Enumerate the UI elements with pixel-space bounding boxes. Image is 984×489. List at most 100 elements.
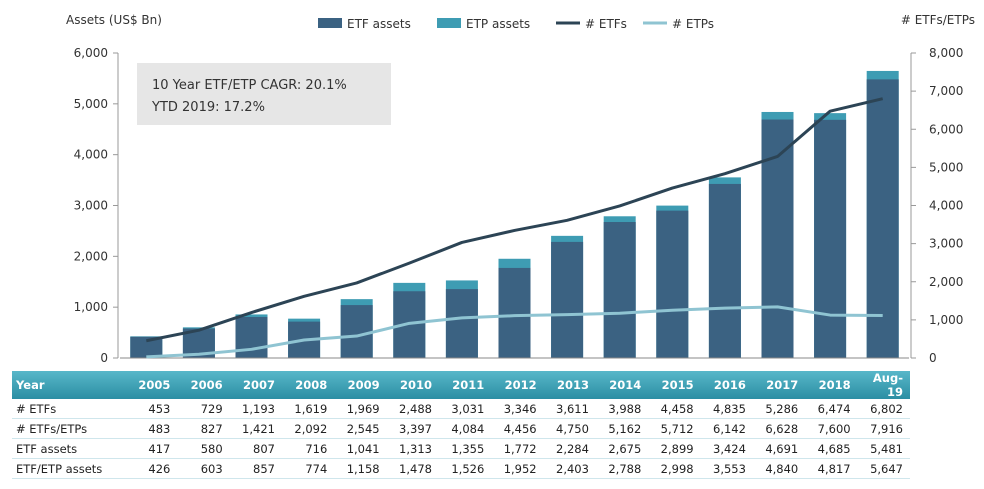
table-header-year: Year bbox=[16, 378, 45, 392]
table-cell: 2,488 bbox=[386, 399, 439, 419]
etf-assets-bar bbox=[551, 241, 584, 358]
table-header-cell: 2009 bbox=[347, 378, 380, 392]
table-cell: 4,456 bbox=[491, 418, 544, 439]
left-tick-label: 5,000 bbox=[74, 97, 108, 111]
etf-assets-bar bbox=[708, 183, 741, 358]
etf-assets-bar bbox=[603, 222, 636, 358]
right-tick-label: 5,000 bbox=[929, 160, 963, 174]
legend-label-0: ETF assets bbox=[347, 17, 411, 31]
table-cell: 3,553 bbox=[700, 458, 753, 479]
table-header-cell: 2007 bbox=[242, 378, 275, 392]
table-cell: 1,421 bbox=[229, 418, 282, 439]
left-tick-label: 2,000 bbox=[74, 249, 108, 263]
table-header-cell: 2012 bbox=[504, 378, 537, 392]
table-row-label: ETF/ETP assets bbox=[12, 458, 125, 479]
table-cell: 1,969 bbox=[334, 399, 387, 419]
legend-label-2: # ETFs bbox=[585, 17, 627, 31]
right-axis-label: # ETFs/ETPs bbox=[901, 13, 975, 27]
table-cell: 1,158 bbox=[334, 458, 387, 479]
etps-count-line bbox=[146, 305, 883, 359]
etf-assets-bar bbox=[814, 119, 847, 359]
table-row: ETF assets 417 580 807 716 1,041 1,313 1,355 1,7… bbox=[12, 438, 910, 459]
table-cell: 1,772 bbox=[491, 438, 544, 459]
table-cell: 2,788 bbox=[595, 458, 649, 479]
table-header-cell: 2014 bbox=[609, 378, 642, 392]
table-header-cell: 2010 bbox=[399, 378, 432, 392]
etf-assets-bar bbox=[498, 267, 531, 358]
left-tick-label: 4,000 bbox=[74, 148, 108, 162]
table-row: ETF/ETP assets 426 603 857 774 1,158 1,478 1,52… bbox=[12, 458, 910, 479]
table-cell: 4,840 bbox=[752, 458, 806, 479]
table-cell: 1,313 bbox=[386, 438, 439, 459]
left-axis-label: Assets (US$ Bn) bbox=[66, 13, 162, 27]
table-cell: 580 bbox=[177, 438, 230, 459]
table-cell: 7,600 bbox=[805, 418, 858, 439]
table-header-row: Year 2005 2006 2007 2008 2009 2010 2011 2012 201… bbox=[12, 371, 910, 399]
table-cell: 4,084 bbox=[438, 418, 492, 439]
table-cell: 1,355 bbox=[438, 438, 492, 459]
table-cell: 5,647 bbox=[857, 458, 910, 479]
table-cell: 2,675 bbox=[595, 438, 649, 459]
left-tick-label: 1,000 bbox=[74, 300, 108, 314]
table-header-cell: 2011 bbox=[452, 378, 485, 392]
data-table: Year 2005 2006 2007 2008 2009 2010 2011 2012 201… bbox=[12, 371, 910, 479]
etf-growth-chart: Assets (US$ Bn) # ETFs/ETPs 0 1,000 2,000 3,0… bbox=[66, 13, 975, 365]
table-header-cell: 2008 bbox=[295, 378, 328, 392]
table-cell: 716 bbox=[281, 438, 335, 459]
table-cell: 5,712 bbox=[648, 418, 701, 439]
table-cell: 4,691 bbox=[752, 438, 806, 459]
table-row: # ETFs/ETPs 483 827 1,421 2,092 2,545 3,397 4,0… bbox=[12, 418, 910, 439]
table-cell: 1,619 bbox=[281, 399, 335, 419]
table-cell: 3,611 bbox=[543, 399, 596, 419]
table-cell: 2,284 bbox=[543, 438, 596, 459]
table-cell: 3,031 bbox=[438, 399, 492, 419]
etfs-count-line bbox=[146, 97, 884, 343]
table-cell: 807 bbox=[229, 438, 282, 459]
table-cell: 1,526 bbox=[438, 458, 492, 479]
table-cell: 6,802 bbox=[857, 399, 910, 419]
legend-label-1: ETP assets bbox=[466, 17, 530, 31]
table-cell: 7,916 bbox=[857, 418, 910, 439]
right-tick-label: 2,000 bbox=[929, 275, 963, 289]
table-cell: 2,998 bbox=[648, 458, 701, 479]
table-cell: 4,750 bbox=[543, 418, 596, 439]
ytd-text: YTD 2019: 17.2% bbox=[152, 100, 265, 115]
table-row-label: ETF assets bbox=[12, 438, 125, 459]
etf-assets-bar bbox=[130, 336, 163, 358]
table-row: # ETFs 453 729 1,193 1,619 1,969 2,488 3,031 3,3… bbox=[12, 399, 910, 419]
table-header-cell: 2016 bbox=[713, 378, 746, 392]
table-cell: 729 bbox=[177, 399, 230, 419]
table-cell: 1,952 bbox=[491, 458, 544, 479]
table-header-cell: 2013 bbox=[556, 378, 589, 392]
table-cell: 1,041 bbox=[334, 438, 387, 459]
legend-label-3: # ETPs bbox=[672, 17, 714, 31]
table-cell: 483 bbox=[125, 418, 178, 439]
table-cell: 5,162 bbox=[595, 418, 649, 439]
table-cell: 4,817 bbox=[805, 458, 858, 479]
right-tick-label: 4,000 bbox=[929, 199, 963, 213]
etf-assets-bar bbox=[656, 210, 689, 358]
table-cell: 827 bbox=[177, 418, 230, 439]
table-header-cell: 2018 bbox=[818, 378, 851, 392]
table-cell: 2,899 bbox=[648, 438, 701, 459]
legend-swatch-0 bbox=[318, 18, 342, 28]
table-cell: 5,481 bbox=[857, 438, 910, 459]
table-header-cell: 2015 bbox=[661, 378, 694, 392]
table-cell: 426 bbox=[125, 458, 178, 479]
right-tick-label: 7,000 bbox=[929, 84, 963, 98]
table-cell: 2,092 bbox=[281, 418, 335, 439]
table-cell: 6,474 bbox=[805, 399, 858, 419]
right-tick-label: 6,000 bbox=[929, 122, 963, 136]
table-cell: 1,478 bbox=[386, 458, 439, 479]
table-cell: 3,988 bbox=[595, 399, 649, 419]
table-cell: 4,458 bbox=[648, 399, 701, 419]
left-tick-label: 6,000 bbox=[74, 46, 108, 60]
left-tick-label: 0 bbox=[100, 351, 108, 365]
cagr-callout: 10 Year ETF/ETP CAGR: 20.1% YTD 2019: 17… bbox=[137, 63, 391, 125]
right-tick-label: 8,000 bbox=[929, 46, 963, 60]
table-cell: 857 bbox=[229, 458, 282, 479]
table-cell: 5,286 bbox=[752, 399, 806, 419]
table-cell: 4,685 bbox=[805, 438, 858, 459]
etf-assets-bar bbox=[866, 79, 899, 358]
right-tick-label: 1,000 bbox=[929, 313, 963, 327]
